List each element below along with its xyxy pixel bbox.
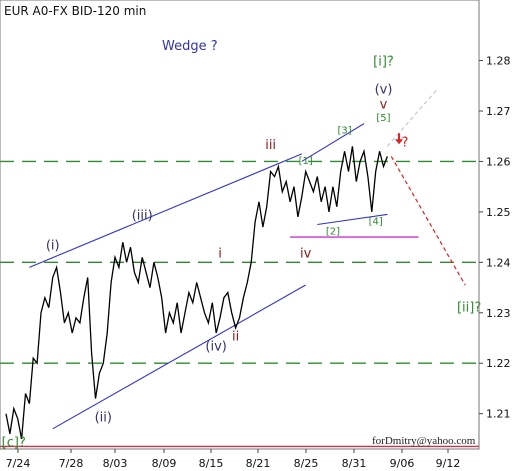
y-axis: 1.21 1.22 1.23 1.24 1.25 1.26 1.27 1.28 [479,55,511,421]
y-tick-label-1: 1.22 [486,357,511,370]
horizontal-levels [0,160,479,448]
wave-label-10: [2] [326,227,340,238]
chart-subtitle: Wedge ? [162,39,218,54]
x-tick-label-2: 8/03 [103,457,128,470]
x-tick-label-8: 9/06 [390,457,415,470]
projection-line-0 [386,87,439,147]
wave-label-14: v [380,97,388,112]
projection-lines [386,87,466,286]
wave-label-3: (iii) [132,208,153,223]
footer-email: forDmitry@yahoo.com [372,435,476,447]
trend-line-2 [301,123,365,162]
x-tick-label-6: 8/25 [294,457,319,470]
wave-label-9: iv [300,246,312,261]
wave-label-6: ii [232,330,239,345]
wave-label-8: [1] [299,156,313,167]
chart-title: EUR A0-FX BID-120 min [4,4,146,18]
x-axis: 7/24 7/28 8/03 8/09 8/15 8/21 8/25 8/31 9/06 9/12 [6,449,461,470]
down-arrow-icon [395,133,404,145]
wave-label-13: [5] [376,113,390,124]
y-tick-label-7: 1.28 [486,55,511,68]
x-tick-label-3: 8/09 [152,457,177,470]
trend-line-3 [317,213,388,226]
wave-label-2: (ii) [95,410,112,425]
wave-label-1: (i) [46,239,60,254]
wave-label-17: ? [401,135,408,150]
y-tick-label-0: 1.21 [486,408,511,421]
y-tick-label-6: 1.27 [486,105,511,118]
wave-label-12: [4] [369,217,383,228]
wave-label-15: (v) [375,82,393,97]
x-tick-label-5: 8/21 [246,457,271,470]
price-series-line [5,146,389,440]
x-tick-label-4: 8/15 [199,457,224,470]
wave-label-4: i [218,246,222,261]
x-tick-label-7: 8/31 [342,457,367,470]
x-tick-label-1: 7/28 [59,457,84,470]
x-tick-label-0: 7/24 [6,457,31,470]
wave-label-5: (iv) [205,340,226,355]
wave-label-16: [i]? [373,55,394,70]
y-tick-label-4: 1.25 [486,206,511,219]
wave-label-18: [ii]? [457,300,481,315]
wave-label-11: [3] [337,126,351,137]
y-tick-label-2: 1.23 [486,307,511,320]
x-tick-label-9: 9/12 [436,457,461,470]
trend-line-0 [29,153,302,268]
y-tick-label-5: 1.26 [486,155,511,168]
trend-lines [29,123,388,430]
y-tick-label-3: 1.24 [486,256,511,269]
projection-line-1 [390,156,466,286]
wave-labels: [c]?(i)(ii)(iii)i(iv)iiiii[1]iv[2][3][4]… [2,55,482,451]
wave-label-7: iii [265,138,276,153]
plot-frame [0,0,480,450]
wave-label-0: [c]? [2,435,26,450]
trend-line-1 [52,284,306,430]
